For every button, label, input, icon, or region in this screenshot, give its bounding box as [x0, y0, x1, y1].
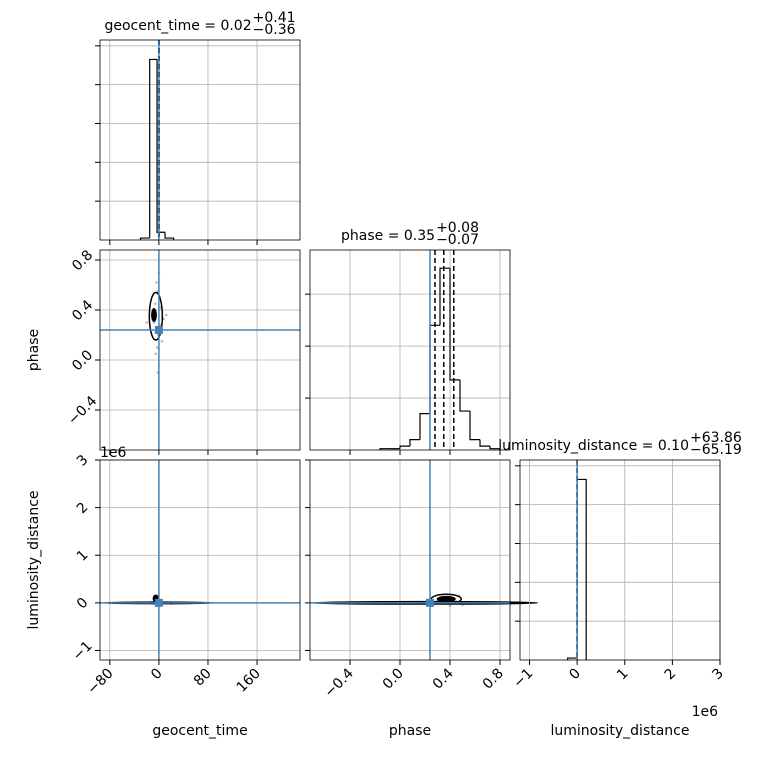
- sample-point: [448, 604, 452, 608]
- histogram-bin: [399, 445, 410, 449]
- panel-frame: [309, 459, 511, 661]
- panel-frame: [99, 39, 301, 241]
- title-upper: +0.08: [436, 220, 479, 236]
- panel-title: phase = 0.35: [341, 228, 435, 244]
- y-axis-label: phase: [26, 329, 42, 371]
- sample-point: [155, 346, 159, 349]
- offset-label: 1e6: [100, 445, 127, 461]
- x-axis-label: phase: [389, 723, 431, 739]
- histogram-bin: [567, 657, 578, 660]
- contour: [436, 595, 456, 603]
- offset-label: 1e6: [692, 704, 719, 720]
- histogram-bin: [489, 446, 501, 450]
- truth-marker: [154, 326, 163, 334]
- sample-point: [164, 313, 168, 317]
- x-axis-label: geocent_time: [152, 723, 247, 739]
- sample-point: [162, 317, 166, 321]
- truth-marker: [154, 598, 163, 607]
- histogram-bin: [439, 267, 450, 326]
- title-upper: +0.41: [253, 10, 296, 26]
- histogram-bin: [379, 448, 390, 450]
- sample-point: [154, 352, 158, 356]
- y-axis-label: luminosity_distance: [26, 490, 42, 629]
- histogram-bin: [479, 439, 490, 447]
- panel-title: geocent_time = 0.02: [104, 18, 251, 34]
- title-lower: −0.07: [436, 232, 479, 248]
- truth-marker: [426, 598, 434, 607]
- histogram-bin: [409, 439, 420, 447]
- panel-frame: [519, 459, 721, 661]
- title-lower: −65.19: [690, 442, 742, 458]
- sample-point: [153, 302, 157, 306]
- contour: [148, 291, 164, 341]
- histogram-bin: [164, 232, 175, 240]
- x-axis-label: luminosity_distance: [550, 723, 689, 739]
- panel-frame: [99, 249, 301, 451]
- panel-title: luminosity_distance = 0.10: [498, 438, 689, 454]
- panel-frame: [309, 249, 511, 451]
- histogram-bin: [469, 411, 480, 441]
- sample-point: [145, 321, 148, 324]
- histogram-bin: [149, 58, 158, 239]
- histogram-bin: [156, 59, 166, 233]
- title-lower: −0.36: [253, 22, 296, 38]
- histogram-bin: [449, 268, 460, 381]
- histogram-bin: [419, 413, 430, 440]
- histogram-bin: [139, 237, 150, 240]
- histogram-bin: [459, 379, 470, 412]
- sample-point: [155, 281, 158, 284]
- contour: [151, 308, 157, 322]
- panel-frame: [99, 459, 301, 661]
- title-upper: +63.86: [690, 430, 742, 446]
- sample-point: [160, 339, 164, 343]
